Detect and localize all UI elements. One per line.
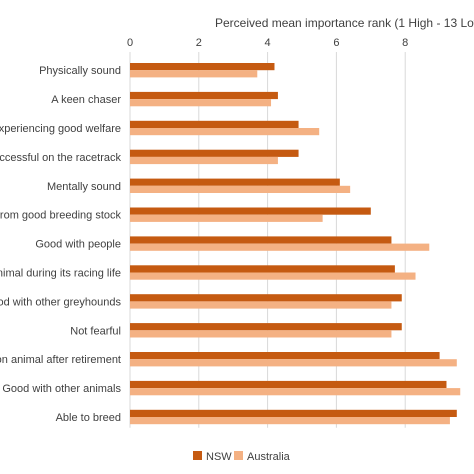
bar-nsw-2: [130, 120, 299, 128]
bar-nsw-7: [130, 265, 395, 273]
x-axis-title: Perceived mean importance rank (1 High -…: [215, 16, 474, 30]
category-label-7: A happy animal during its racing life: [0, 268, 121, 280]
category-label-10: A happy companion animal after retiremen…: [0, 354, 121, 366]
x-tick-labels: 0 2 4 6 8: [127, 37, 408, 49]
bar-nsw-9: [130, 323, 402, 331]
category-label-12: Able to breed: [56, 412, 121, 424]
legend-label-nsw: NSW: [206, 451, 232, 463]
x-tick-label-8: 8: [402, 37, 408, 49]
bar-australia-10: [130, 359, 457, 367]
bar-australia-12: [130, 417, 450, 425]
bar-nsw-6: [130, 236, 392, 244]
bar-nsw-10: [130, 352, 440, 360]
bar-nsw-4: [130, 178, 340, 186]
category-label-0: Physically sound: [39, 65, 121, 77]
category-label-4: Mentally sound: [47, 181, 121, 193]
bar-australia-11: [130, 388, 461, 396]
bar-australia-0: [130, 70, 258, 78]
x-tick-label-0: 0: [127, 37, 133, 49]
legend: NSW Australia: [193, 451, 291, 463]
bar-australia-7: [130, 272, 416, 280]
legend-label-australia: Australia: [247, 451, 291, 463]
category-labels: Physically sound A keen chaser Experiencin…: [0, 65, 121, 424]
bar-nsw-11: [130, 380, 447, 389]
category-label-1: A keen chaser: [51, 94, 121, 106]
x-tick-label-6: 6: [333, 37, 339, 49]
bar-australia-8: [130, 301, 392, 309]
bar-australia-3: [130, 156, 278, 165]
x-tick-label-2: 2: [196, 37, 202, 49]
legend-swatch-nsw: [193, 451, 202, 460]
x-tick-label-4: 4: [265, 37, 271, 49]
bar-australia-6: [130, 243, 430, 251]
category-label-2: Experiencing good welfare: [0, 123, 121, 135]
bars: [130, 63, 461, 425]
category-label-3: Successful on the racetrack: [0, 152, 121, 164]
bar-australia-2: [130, 128, 320, 136]
bar-australia-1: [130, 99, 272, 107]
category-label-8: Good with other greyhounds: [0, 296, 121, 308]
legend-swatch-australia: [234, 451, 243, 460]
bar-nsw-3: [130, 149, 299, 157]
bar-australia-5: [130, 214, 323, 222]
bar-australia-4: [130, 185, 351, 193]
bar-nsw-8: [130, 294, 402, 302]
category-label-11: Good with other animals: [2, 383, 121, 395]
category-label-5: From good breeding stock: [0, 210, 121, 222]
bar-nsw-1: [130, 91, 278, 100]
category-label-6: Good with people: [35, 239, 121, 251]
bar-nsw-0: [130, 63, 275, 71]
bar-nsw-12: [130, 409, 457, 417]
bar-australia-9: [130, 330, 392, 338]
category-label-9: Not fearful: [70, 325, 121, 337]
bar-nsw-5: [130, 207, 371, 215]
